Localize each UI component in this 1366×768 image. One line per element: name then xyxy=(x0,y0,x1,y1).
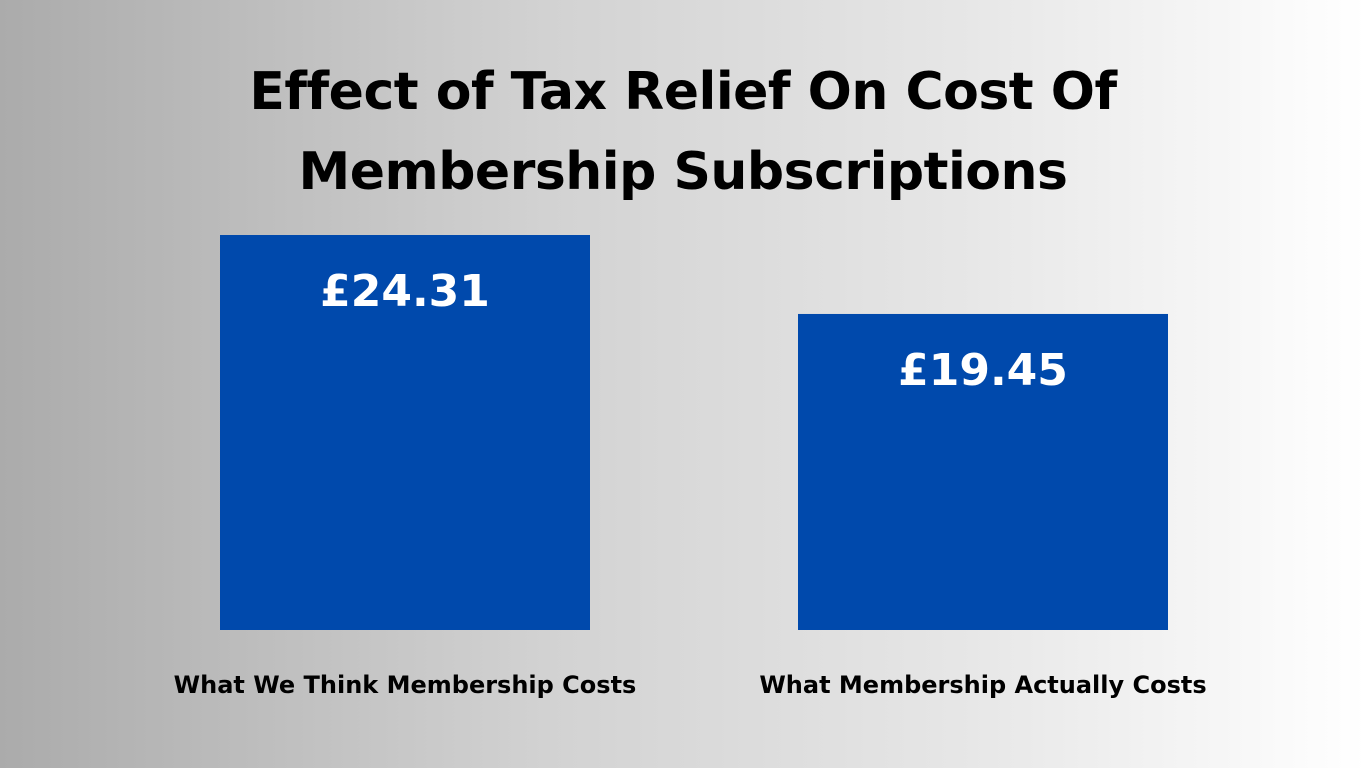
bar-value-label-2: £19.45 xyxy=(898,345,1068,396)
category-label-1: What We Think Membership Costs xyxy=(174,671,637,699)
bar-value-label-1: £24.31 xyxy=(320,266,490,317)
chart-title: Effect of Tax Relief On Cost Of Membersh… xyxy=(0,52,1366,212)
chart-title-line-1: Effect of Tax Relief On Cost Of xyxy=(249,62,1117,122)
bar-2 xyxy=(798,313,1168,630)
chart-title-line-2: Membership Subscriptions xyxy=(298,142,1069,202)
category-label-2: What Membership Actually Costs xyxy=(759,671,1206,699)
bar-1 xyxy=(220,235,590,630)
bars-layer: £24.31 What We Think Membership Costs £19.… xyxy=(174,235,1207,699)
